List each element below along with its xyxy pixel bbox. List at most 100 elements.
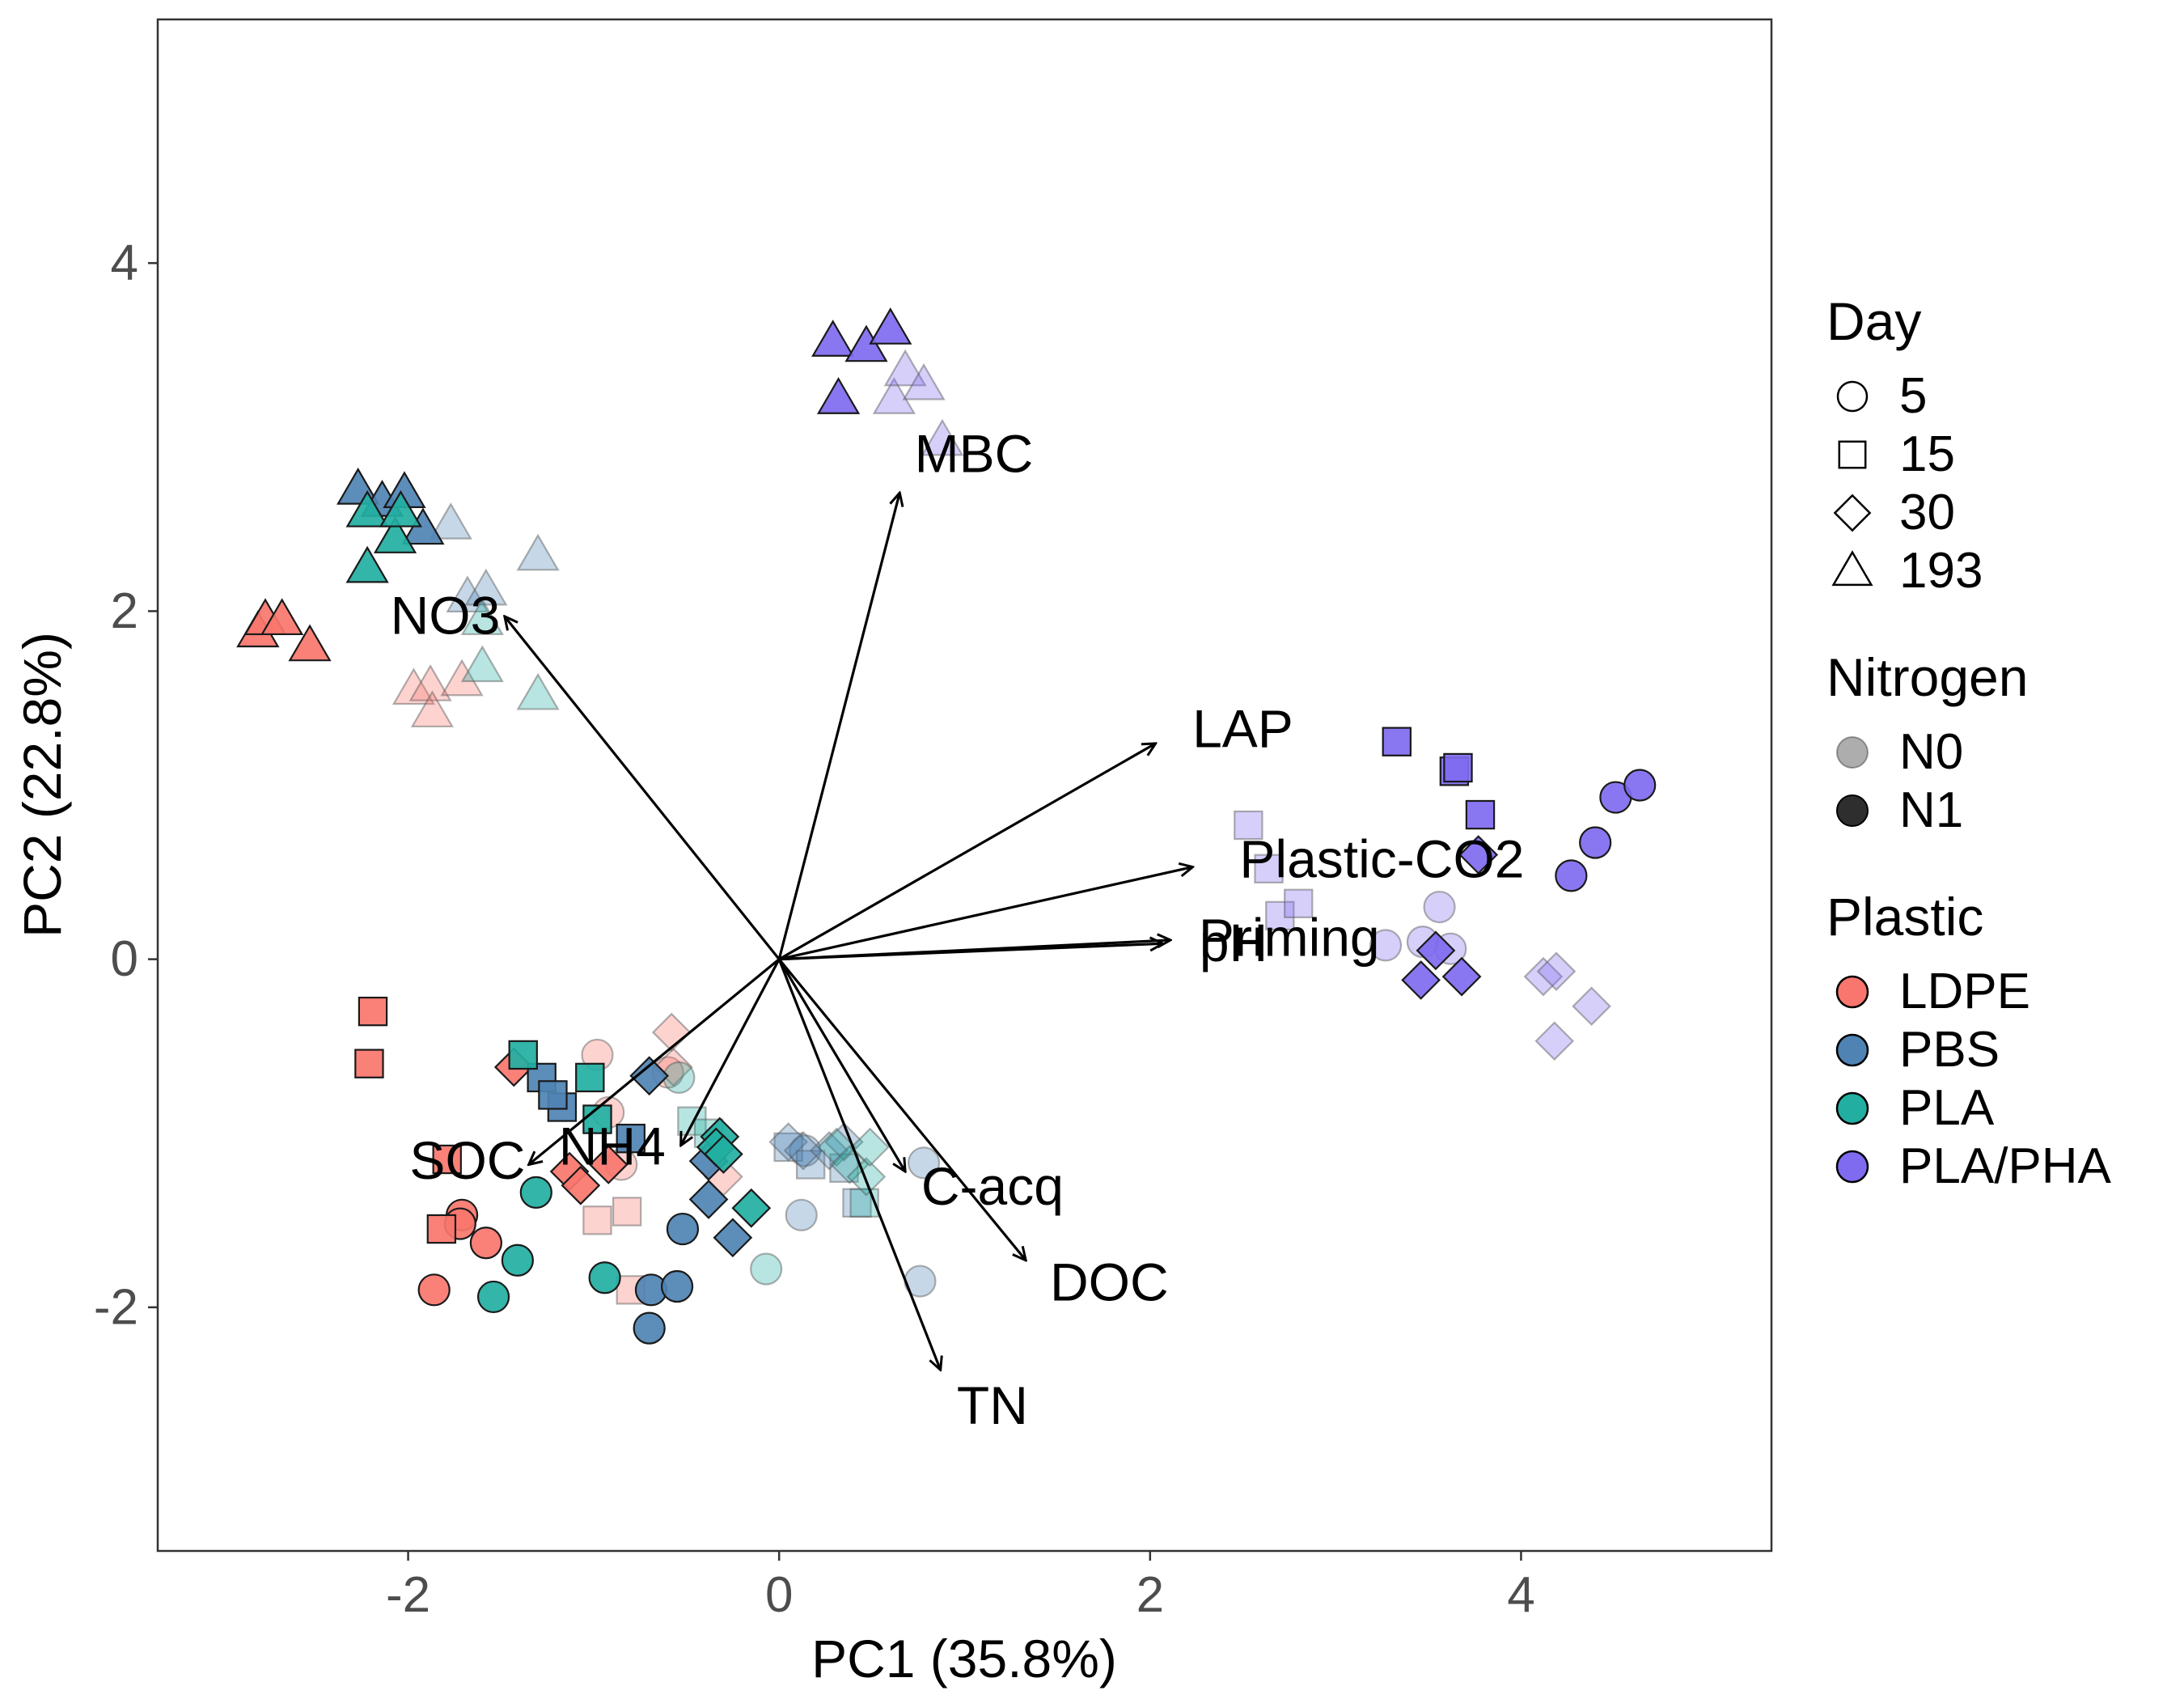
point-ldpe-day193-n1-3 (260, 598, 304, 636)
loading-label-plastic-co2: Plastic-CO2 (1239, 829, 1524, 889)
x-axis: -2 0 2 4 (386, 1551, 1535, 1623)
point-pla-day193-n1-1 (345, 489, 389, 527)
point-pla-day5-n0-2 (750, 1252, 783, 1286)
legend-key-nitrogen-n0 (1836, 736, 1869, 769)
point-ldpe-day30-n1-3 (561, 1165, 601, 1205)
point-pbs-day15-n1-4 (616, 1123, 645, 1154)
point-pbs-day15-n0-4 (829, 1153, 859, 1183)
point-pla-pha-day30-n1-2 (1416, 930, 1456, 971)
point-pla-pha-day30-n1-1 (1401, 960, 1441, 1000)
point-pla-pha-day193-n0-1 (872, 377, 916, 414)
loading-arrow-tn (777, 959, 941, 1371)
point-pbs-day5-n1-3 (666, 1212, 700, 1246)
point-pla-pha-day5-n0-1 (1369, 929, 1403, 962)
point-pbs-day5-n1-4 (633, 1311, 666, 1345)
loading-label-nh4: NH4 (559, 1116, 666, 1176)
point-ldpe-day193-n0-2 (408, 663, 452, 701)
point-pla-pha-day15-n1-4 (1465, 799, 1496, 830)
point-pla-pha-day193-n0-3 (902, 362, 946, 400)
point-ldpe-day193-n0-1 (392, 667, 436, 705)
point-pla-day193-n0-1 (460, 598, 504, 636)
legend-key-day-15 (1838, 440, 1867, 469)
legend-key-plastic-pbs (1835, 1033, 1869, 1067)
point-pbs-day5-n1-2 (660, 1269, 694, 1303)
x-tick-label: 4 (1507, 1567, 1534, 1623)
point-pbs-day5-n0-1 (789, 1134, 822, 1167)
point-pbs-day30-n0-1 (768, 1122, 809, 1162)
loading-label-c-acq: C-acq (921, 1156, 1064, 1216)
loading-label-priming: Priming (1199, 908, 1380, 968)
point-ldpe-day15-n0-1 (582, 1205, 612, 1235)
point-pla-day5-n1-3 (476, 1280, 510, 1314)
point-ldpe-day193-n1-4 (288, 624, 332, 662)
point-pbs-day30-n0-3 (809, 1130, 849, 1171)
legend: Day51530193NitrogenN0N1PlasticLDPEPBSPLA… (1826, 291, 2112, 1194)
point-pbs-day193-n0-3 (464, 568, 508, 606)
point-ldpe-day15-n1-1 (358, 996, 388, 1027)
point-pla-day15-n1-1 (508, 1040, 538, 1070)
point-ldpe-day5-n1-1 (417, 1273, 451, 1307)
loading-arrow-doc (777, 958, 1026, 1260)
point-ldpe-day15-n1-4 (426, 1214, 457, 1244)
point-pla-pha-day193-n1-3 (869, 307, 912, 345)
legend-key-plastic-ldpe (1835, 975, 1869, 1009)
y-tick-label: 0 (111, 931, 138, 987)
loading-arrow-no3 (505, 616, 781, 960)
point-pbs-day15-n0-1 (773, 1132, 803, 1163)
loading-label-doc: DOC (1050, 1252, 1169, 1311)
point-pla-pha-day15-n0-3 (1265, 900, 1295, 931)
loading-arrow-lap (778, 744, 1156, 961)
loading-label-soc: SOC (409, 1130, 525, 1190)
point-pla-pha-day15-n0-4 (1284, 888, 1314, 918)
loading-label-tn: TN (957, 1375, 1028, 1435)
legend-key-day-5 (1836, 380, 1869, 413)
loading-arrow-nh4 (681, 958, 781, 1146)
point-pla-day30-n0-1 (816, 1127, 857, 1167)
point-pla-pha-day30-n0-4 (1534, 1021, 1575, 1061)
y-tick-label: 2 (111, 583, 138, 639)
x-axis-title: PC1 (35.8%) (811, 1629, 1117, 1688)
plot-panel-border (156, 18, 1773, 1553)
point-ldpe-day5-n1-4 (469, 1227, 502, 1260)
point-ldpe-day193-n0-4 (440, 659, 484, 697)
point-pla-pha-day30-n0-1 (1523, 956, 1564, 997)
loading-label-mbc: MBC (915, 424, 1034, 484)
point-pla-pha-day193-n0-4 (921, 418, 964, 456)
legend-key-plastic-pla-pha (1835, 1150, 1869, 1184)
point-pla-pha-day5-n1-1 (1555, 859, 1588, 892)
x-tick-label: 0 (765, 1567, 793, 1623)
point-pla-pha-day15-n0-1 (1234, 810, 1263, 841)
point-pla-day30-n1-4 (731, 1188, 772, 1228)
point-pbs-day30-n0-2 (783, 1130, 823, 1171)
point-pla-day30-n0-4 (850, 1127, 890, 1167)
point-pla-pha-day193-n1-1 (811, 320, 855, 357)
loading-arrow-ph (779, 943, 1163, 961)
legend-label-plastic-pbs: PBS (1899, 1022, 2000, 1078)
point-pla-day193-n1-4 (379, 489, 423, 527)
point-pla-pha-day15-n0-2 (1254, 854, 1284, 883)
loading-label-no3: NO3 (391, 586, 501, 646)
point-pla-pha-day193-n0-2 (883, 349, 927, 387)
point-pbs-day15-n0-3 (842, 1188, 872, 1218)
point-pla-pha-day30-n0-2 (1536, 951, 1577, 992)
loading-arrow-mbc (777, 493, 899, 960)
point-pla-day30-n0-2 (829, 1145, 870, 1184)
legend-label-plastic-ldpe: LDPE (1899, 964, 2030, 1019)
y-axis-title: PC2 (22.8%) (12, 632, 72, 938)
point-pla-day5-n1-1 (519, 1176, 552, 1209)
point-pbs-day30-n1-1 (629, 1056, 670, 1096)
point-pbs-day15-n1-3 (538, 1080, 568, 1110)
point-pla-day15-n1-2 (575, 1062, 605, 1093)
point-pla-pha-day15-n1-1 (1382, 727, 1412, 756)
points-layer (236, 307, 1657, 1345)
loading-arrow-plastic-co2 (778, 867, 1192, 961)
point-ldpe-day15-n1-3 (432, 1144, 462, 1175)
legend-key-plastic-pla (1835, 1091, 1869, 1125)
point-pla-day5-n1-2 (501, 1244, 534, 1277)
loading-arrow-c-acq (777, 958, 905, 1172)
point-pbs-day193-n0-1 (429, 502, 472, 540)
loading-arrow-soc (529, 958, 781, 1165)
